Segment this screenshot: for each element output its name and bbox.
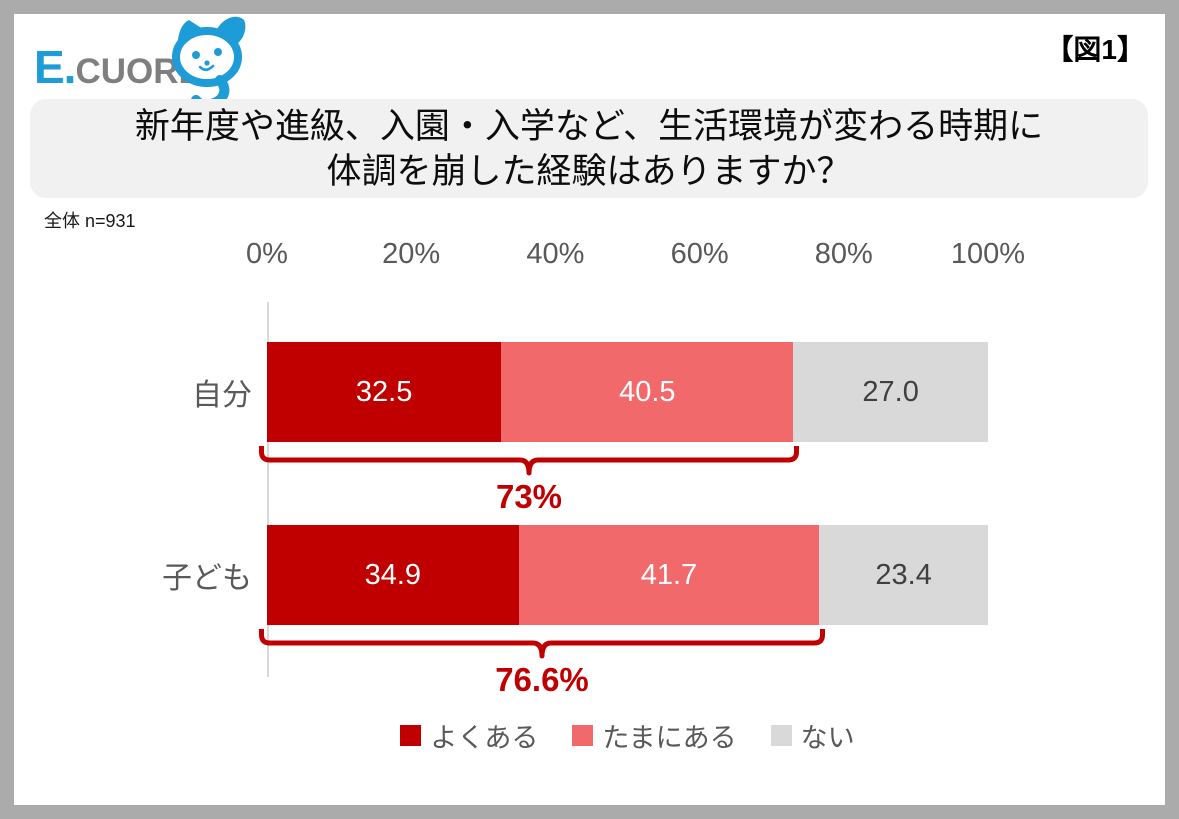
- category-label-1: 子ども: [162, 562, 252, 595]
- legend-item-0: よくある: [400, 716, 538, 755]
- bar-value-label: 41.7: [640, 558, 698, 591]
- legend-label: よくある: [430, 723, 539, 753]
- bar-value-label: 40.5: [619, 375, 676, 408]
- question-line-2: 体調を崩した経験はありますか？: [326, 152, 852, 191]
- x-axis-tick-0: 0%: [246, 238, 288, 270]
- x-axis-tick-60: 60%: [670, 238, 729, 270]
- bracket-percent-label-1: 76.6%: [495, 661, 589, 698]
- bar-row-0: 32.5 40.5 27.0: [267, 342, 988, 442]
- legend-item-2: ない: [770, 716, 855, 755]
- bracket-annotation-0: [259, 446, 799, 476]
- sample-size-note: 全体 n=931: [44, 211, 136, 231]
- bar-segment-0-1: 40.5: [501, 342, 794, 442]
- bar-value-label: 23.4: [875, 558, 932, 591]
- legend-item-1: たまにある: [572, 716, 737, 755]
- x-axis-tick-100: 100%: [950, 238, 1026, 270]
- bar-row-1: 34.9 41.7 23.4: [267, 525, 988, 625]
- legend-label: たまにある: [602, 723, 737, 753]
- y-axis-line: [267, 302, 269, 677]
- bar-segment-1-1: 41.7: [518, 525, 820, 625]
- chart-legend: よくある たまにある ない: [267, 716, 988, 755]
- bracket-percent-label-0: 73%: [495, 478, 563, 515]
- question-line-1: 新年度や進級、入園・入学など、生活環境が変わる時期に: [134, 107, 1044, 146]
- legend-label: ない: [800, 723, 855, 753]
- figure-number-label: 【図1】: [1045, 34, 1145, 65]
- bar-segment-0-2: 27.0: [793, 342, 988, 442]
- bar-segment-1-2: 23.4: [819, 525, 988, 625]
- bar-value-label: 27.0: [862, 375, 919, 408]
- legend-swatch-icon: [400, 725, 422, 746]
- category-label-0: 自分: [192, 379, 252, 412]
- bar-value-label: 34.9: [364, 558, 422, 591]
- legend-swatch-icon: [770, 725, 792, 746]
- x-axis-tick-20: 20%: [382, 238, 441, 270]
- bar-segment-0-0: 32.5: [267, 342, 502, 442]
- x-axis-tick-80: 80%: [814, 238, 873, 270]
- logo-text-blue: E.: [34, 41, 76, 93]
- bar-value-label: 32.5: [355, 375, 413, 408]
- x-axis-tick-40: 40%: [526, 238, 585, 270]
- question-title-box: 新年度や進級、入園・入学など、生活環境が変わる時期に 体調を崩した経験はあります…: [30, 99, 1148, 198]
- bracket-annotation-1: [259, 629, 825, 659]
- bar-segment-1-0: 34.9: [267, 525, 519, 625]
- legend-swatch-icon: [572, 725, 594, 746]
